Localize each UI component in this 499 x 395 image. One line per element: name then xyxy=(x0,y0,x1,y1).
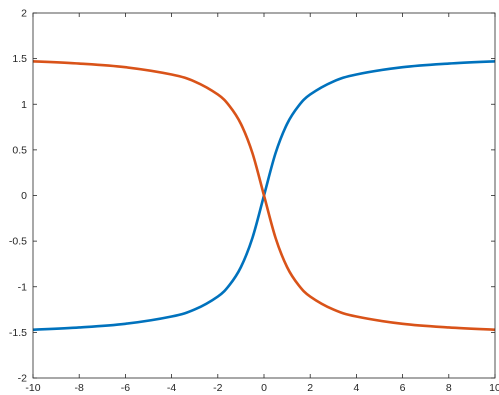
y-tick-label-0: -2 xyxy=(18,373,27,385)
series-group xyxy=(32,59,496,332)
y-tick-label-6: 1 xyxy=(21,99,27,111)
y-tick-label-4: 0 xyxy=(21,190,27,202)
x-tick-label-5: 0 xyxy=(261,382,267,394)
x-axis: -10 -8 -6 -4 -2 0 2 4 6 8 10 xyxy=(25,13,499,394)
series-line-2 xyxy=(32,59,496,332)
x-tick-label-8: 6 xyxy=(400,382,406,394)
x-tick-label-9: 8 xyxy=(446,382,452,394)
y-tick-label-2: -1 xyxy=(18,281,27,293)
y-tick-label-7: 1.5 xyxy=(12,53,27,65)
y-tick-label-3: -0.5 xyxy=(9,236,27,248)
y-axis: -2 -1.5 -1 -0.5 0 0.5 1 1.5 2 xyxy=(9,8,495,385)
x-tick-label-4: -2 xyxy=(213,382,222,394)
x-tick-label-6: 2 xyxy=(307,382,313,394)
x-tick-label-1: -8 xyxy=(75,382,84,394)
y-tick-label-8: 2 xyxy=(21,8,27,20)
x-tick-label-2: -6 xyxy=(121,382,130,394)
x-tick-label-10: 10 xyxy=(489,382,499,394)
y-tick-label-1: -1.5 xyxy=(9,327,27,339)
y-tick-label-5: 0.5 xyxy=(12,144,27,156)
x-tick-label-0: -10 xyxy=(25,382,40,394)
x-tick-label-3: -4 xyxy=(167,382,176,394)
x-tick-label-7: 4 xyxy=(353,382,359,394)
